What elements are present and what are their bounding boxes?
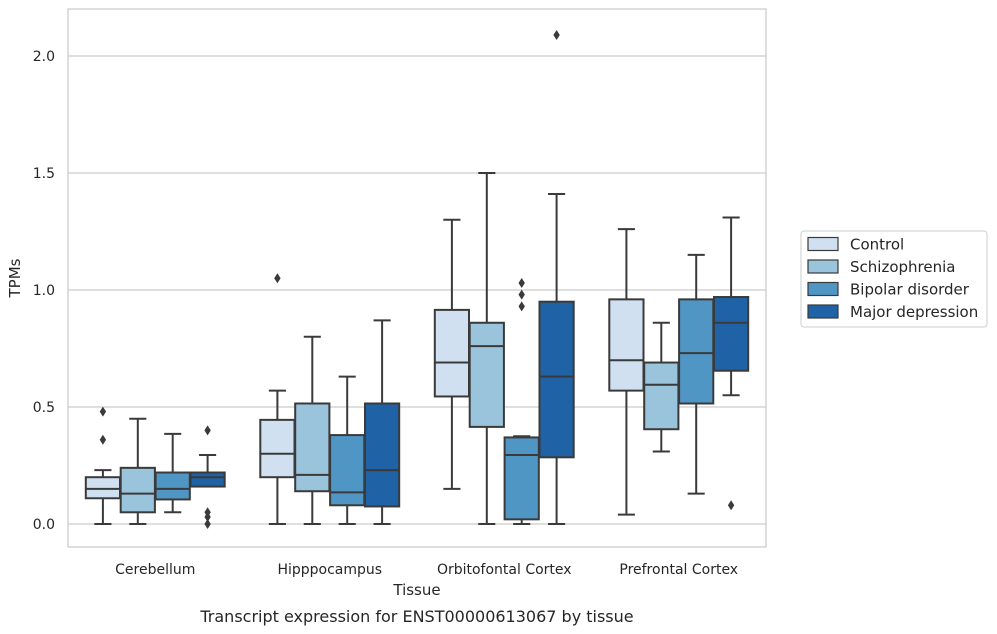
outlier-point: [518, 301, 525, 312]
outlier-point: [204, 507, 211, 518]
x-axis-title: Tissue: [392, 581, 440, 599]
outlier-point: [727, 500, 735, 511]
box-body: [678, 298, 715, 405]
outlier-point: [99, 406, 107, 417]
x-tick-label: Prefrontal Cortex: [619, 562, 738, 578]
y-tick-label: 1.0: [33, 283, 55, 299]
x-tick-label: Hipppocampus: [277, 562, 382, 578]
box-body: [468, 321, 505, 428]
box-body: [154, 471, 191, 501]
outlier-point: [99, 434, 107, 445]
outlier-point: [204, 425, 211, 436]
box-body: [643, 361, 680, 431]
legend-items: Control Schizophrenia Bipolar disorder Majo…: [807, 236, 978, 321]
y-tick-labels: 0.0 0.5 1.0 1.5 2.0: [33, 49, 55, 533]
box-body: [259, 418, 296, 479]
box-body: [189, 471, 226, 488]
y-tick-label: 0.0: [33, 517, 55, 533]
x-tick-labels: Cerebellum Hipppocampus Orbitofontal Corte…: [115, 562, 738, 578]
outlier-point: [274, 273, 281, 284]
y-axis-title: TPMs: [6, 258, 24, 298]
box-group: [119, 417, 156, 525]
x-tick-label: Cerebellum: [115, 562, 195, 578]
outlier-point: [518, 289, 525, 300]
outlier-point: [553, 29, 560, 40]
legend-swatch: [807, 236, 839, 252]
legend-swatch: [807, 281, 839, 297]
y-tick-label: 2.0: [33, 49, 55, 65]
legend-label: Control: [850, 236, 904, 254]
legend-label: Bipolar disorder: [850, 281, 970, 299]
box-group: [363, 319, 401, 525]
x-tick-label: Orbitofontal Cortex: [437, 562, 572, 578]
box-body: [433, 308, 471, 398]
box-group: [468, 172, 505, 525]
box-group: [678, 253, 715, 495]
box-body: [712, 296, 750, 372]
outlier-point: [518, 277, 525, 288]
box-group: [643, 321, 680, 453]
legend-frame: [800, 230, 988, 328]
box-body: [538, 300, 575, 459]
plot-area: [67, 8, 767, 548]
box-body: [294, 402, 331, 493]
outlier-point: [204, 519, 211, 529]
box-group: [503, 277, 540, 525]
y-tick-label: 1.5: [33, 166, 55, 182]
box-group: [154, 432, 191, 514]
box-body: [84, 476, 122, 500]
legend-label: Major depression: [850, 303, 978, 321]
box-body: [329, 434, 366, 507]
chart-caption: Transcript expression for ENST0000061306…: [199, 607, 633, 626]
box-body: [503, 436, 540, 521]
box-group: [712, 216, 750, 511]
box-body: [608, 298, 645, 392]
box-body: [363, 402, 401, 508]
box-body: [119, 466, 156, 514]
legend-label: Schizophrenia: [850, 258, 955, 276]
box-group: [294, 335, 331, 525]
box-group: [84, 406, 122, 525]
box-group: [538, 29, 575, 525]
legend-swatch: [807, 304, 839, 319]
box-group: [608, 228, 645, 516]
legend: Control Schizophrenia Bipolar disorder Majo…: [800, 230, 988, 328]
box-group: [189, 425, 226, 529]
box-series: [84, 29, 750, 529]
legend-swatch: [807, 259, 839, 274]
y-tick-label: 0.5: [33, 400, 55, 416]
box-group: [259, 273, 296, 525]
